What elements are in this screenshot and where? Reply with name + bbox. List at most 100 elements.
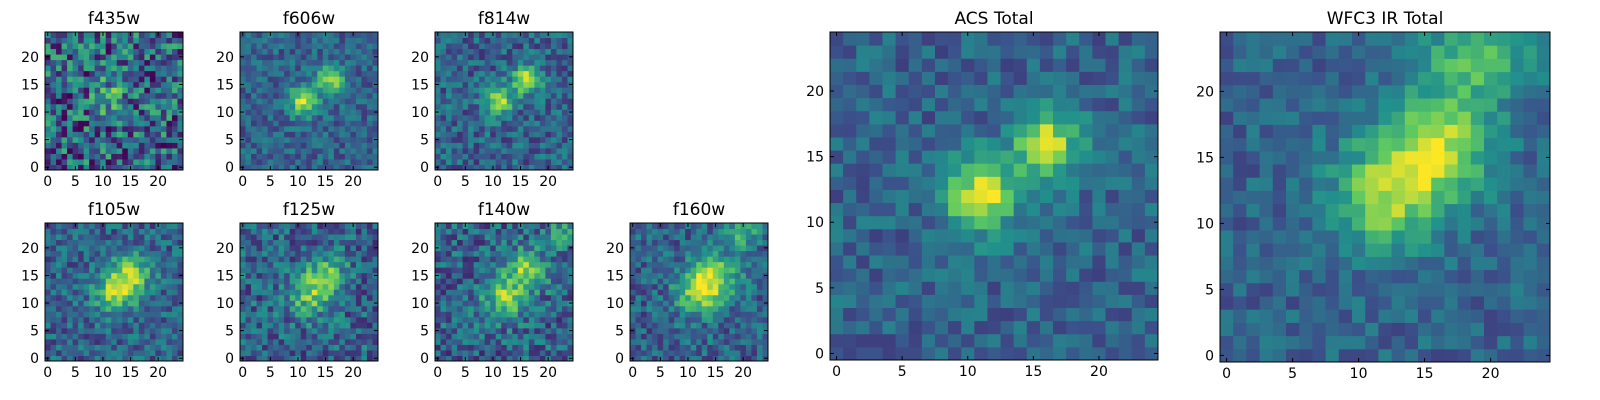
heatmap-cell [869,281,883,295]
panel-title: f105w [88,200,140,220]
heatmap-cell [457,272,464,279]
heatmap-cell [457,70,464,77]
heatmap-cell [440,245,447,252]
heatmap-cell [1000,215,1015,230]
heatmap-cell [67,87,74,94]
heatmap-cell [160,250,167,257]
heatmap-cell [646,283,653,290]
heatmap-cell [934,176,949,190]
heatmap-cell [240,289,247,296]
heatmap-cell [539,114,546,121]
heatmap-cell [306,272,313,279]
heatmap-cell [712,333,719,340]
heatmap-cell [177,48,184,55]
heatmap-cell [111,289,118,296]
heatmap-cell [550,158,557,165]
heatmap-cell [473,59,480,66]
heatmap-cell [556,223,563,230]
heatmap-cell [300,32,307,39]
heatmap-cell [473,136,480,143]
heatmap-cell [473,256,480,263]
heatmap-cell [149,131,156,138]
heatmap-cell [1053,333,1067,348]
heatmap-cell [1131,255,1146,269]
heatmap-cell [734,349,741,356]
heatmap-cell [679,278,686,285]
heatmap-cell [501,267,508,274]
heatmap-cell [67,147,74,154]
heatmap-cell [1053,163,1067,177]
heatmap-cell [251,234,258,241]
heatmap-cell [550,164,557,171]
heatmap-cell [133,261,140,268]
heatmap-cell [83,103,90,110]
heatmap-cell [322,338,329,345]
heatmap-cell [177,43,184,50]
heatmap-cell [116,120,123,127]
heatmap-cell [539,311,546,318]
heatmap-cell [473,70,480,77]
heatmap-cell [45,322,52,329]
heatmap-cell [289,87,296,94]
heatmap-cell [457,283,464,290]
heatmap-cell [550,92,557,99]
heatmap-cell [707,338,714,345]
heatmap-cell [561,32,568,39]
heatmap-cell [344,311,351,318]
heatmap-cell [171,59,178,66]
heatmap-cell [177,120,184,127]
heatmap-cell [751,322,758,329]
y-tick-label: 10 [21,296,39,312]
heatmap-cell [56,311,63,318]
heatmap-cell [240,142,247,149]
heatmap-cell [317,256,324,263]
heatmap-cell [72,300,79,307]
heatmap-cell [435,305,442,312]
heatmap-cell [317,76,324,83]
heatmap-cell [1118,189,1133,204]
heatmap-cell [479,223,486,230]
heatmap-cell [1066,307,1080,322]
heatmap-cell [122,136,129,143]
heatmap-cell [1000,202,1015,217]
x-tick-label: 5 [71,365,80,381]
heatmap-cell [635,316,642,323]
heatmap-cell [556,311,563,318]
heatmap-cell [1066,320,1080,335]
heatmap-cell [479,54,486,61]
heatmap-cell [72,147,79,154]
heatmap-cell [545,87,552,94]
heatmap-cell [501,87,508,94]
heatmap-cell [1118,228,1133,243]
heatmap-cell [111,223,118,230]
heatmap-cell [451,311,458,318]
heatmap-cell [468,239,475,246]
heatmap-cell [690,316,697,323]
heatmap-cell [501,43,508,50]
heatmap-cell [734,294,741,301]
heatmap-cell [690,289,697,296]
heatmap-cell [256,164,263,171]
heatmap-cell [311,92,318,99]
heatmap-cell [506,125,513,132]
heatmap-cell [550,131,557,138]
heatmap-cell [440,278,447,285]
heatmap-cell [133,239,140,246]
heatmap-cell [468,261,475,268]
heatmap-cell [116,98,123,105]
heatmap-cell [745,338,752,345]
heatmap-cell [501,70,508,77]
heatmap-cell [446,344,453,351]
heatmap-cell [457,136,464,143]
heatmap-cell [127,294,134,301]
heatmap-cell [729,245,736,252]
y-tick-label: 5 [420,324,429,340]
heatmap-cell [138,327,145,334]
heatmap-cell [94,316,101,323]
x-tick-label: 0 [628,365,637,381]
heatmap-cell [171,245,178,252]
heatmap-cell [245,65,252,72]
heatmap-cell [278,239,285,246]
heatmap-cell [251,164,258,171]
heatmap-cell [328,125,335,132]
